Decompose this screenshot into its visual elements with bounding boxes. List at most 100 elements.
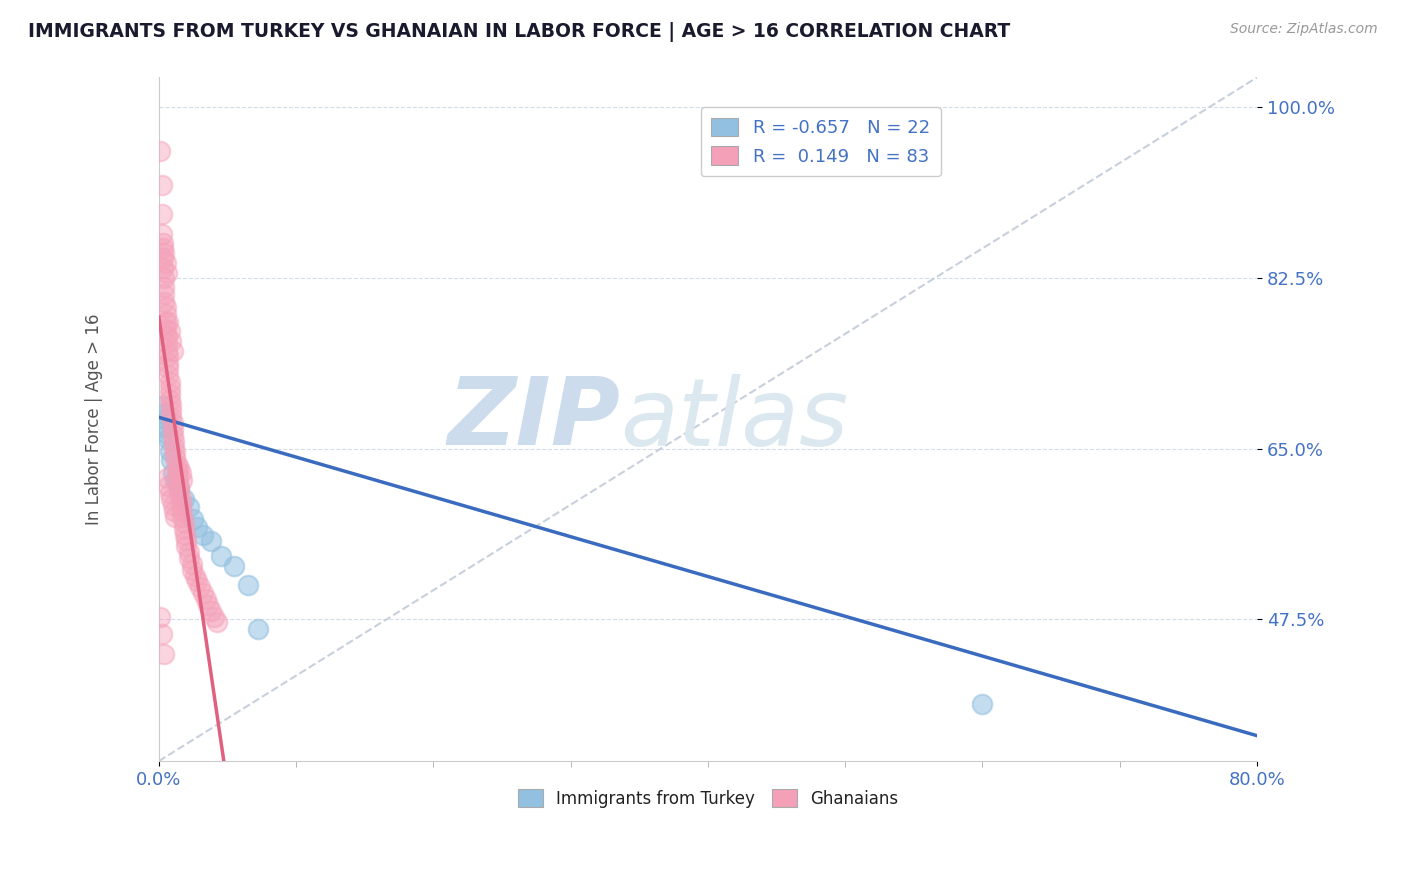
Point	[166, 457, 188, 471]
Point	[153, 270, 176, 285]
Text: Source: ZipAtlas.com: Source: ZipAtlas.com	[1230, 22, 1378, 37]
Point	[150, 399, 173, 413]
Point	[162, 416, 184, 430]
Point	[170, 466, 193, 480]
Point	[153, 287, 176, 301]
Point	[156, 426, 179, 441]
Point	[159, 443, 181, 458]
Legend: Immigrants from Turkey, Ghanaians: Immigrants from Turkey, Ghanaians	[512, 783, 905, 814]
Point	[160, 398, 183, 412]
Point	[236, 578, 259, 592]
Point	[153, 295, 176, 310]
Point	[152, 408, 174, 422]
Point	[163, 440, 186, 454]
Point	[173, 492, 195, 507]
Point	[177, 545, 200, 559]
Point	[194, 591, 217, 606]
Point	[160, 492, 183, 507]
Point	[163, 434, 186, 448]
Point	[167, 475, 190, 489]
Point	[972, 698, 994, 712]
Point	[224, 558, 246, 573]
Point	[156, 329, 179, 343]
Point	[155, 412, 177, 426]
Point	[180, 557, 202, 571]
Point	[160, 453, 183, 467]
Point	[174, 527, 197, 541]
Point	[153, 246, 176, 260]
Point	[160, 404, 183, 418]
Point	[197, 598, 219, 612]
Point	[176, 539, 198, 553]
Point	[162, 428, 184, 442]
Point	[173, 522, 195, 536]
Point	[155, 322, 177, 336]
Point	[155, 300, 177, 314]
Point	[166, 463, 188, 477]
Y-axis label: In Labor Force | Age > 16: In Labor Force | Age > 16	[86, 313, 103, 525]
Point	[202, 609, 225, 624]
Point	[157, 349, 180, 363]
Point	[153, 280, 176, 294]
Point	[159, 392, 181, 407]
Point	[170, 492, 193, 507]
Point	[153, 420, 176, 434]
Point	[172, 473, 194, 487]
Point	[152, 236, 174, 251]
Point	[152, 251, 174, 265]
Point	[200, 534, 222, 549]
Point	[157, 315, 180, 329]
Point	[150, 227, 173, 241]
Point	[155, 315, 177, 329]
Point	[156, 471, 179, 485]
Point	[183, 568, 205, 582]
Point	[152, 241, 174, 255]
Point	[165, 510, 187, 524]
Point	[176, 533, 198, 548]
Point	[162, 343, 184, 358]
Point	[173, 516, 195, 530]
Point	[165, 451, 187, 466]
Point	[177, 550, 200, 565]
Point	[191, 586, 214, 600]
Point	[170, 498, 193, 512]
Point	[177, 500, 200, 515]
Point	[159, 375, 181, 389]
Point	[205, 615, 228, 630]
Point	[162, 422, 184, 436]
Point	[246, 622, 269, 636]
Point	[160, 410, 183, 425]
Point	[169, 481, 191, 495]
Point	[200, 604, 222, 618]
Point	[157, 432, 180, 446]
Point	[191, 527, 214, 541]
Text: IMMIGRANTS FROM TURKEY VS GHANAIAN IN LABOR FORCE | AGE > 16 CORRELATION CHART: IMMIGRANTS FROM TURKEY VS GHANAIAN IN LA…	[28, 22, 1011, 42]
Point	[159, 324, 181, 338]
Point	[162, 498, 184, 512]
Point	[181, 512, 204, 526]
Point	[186, 519, 208, 533]
Point	[157, 368, 180, 383]
Point	[169, 481, 191, 495]
Point	[186, 574, 208, 589]
Point	[157, 361, 180, 376]
Point	[157, 356, 180, 370]
Point	[152, 260, 174, 275]
Point	[153, 647, 176, 661]
Point	[156, 266, 179, 280]
Point	[159, 485, 181, 500]
Point	[149, 609, 172, 624]
Point	[155, 307, 177, 321]
Point	[150, 207, 173, 221]
Point	[180, 563, 202, 577]
Point	[167, 469, 190, 483]
Point	[157, 478, 180, 492]
Point	[165, 445, 187, 459]
Point	[155, 256, 177, 270]
Point	[169, 461, 191, 475]
Point	[163, 504, 186, 518]
Text: atlas: atlas	[620, 374, 848, 465]
Point	[162, 466, 184, 480]
Point	[160, 334, 183, 348]
Point	[169, 486, 191, 500]
